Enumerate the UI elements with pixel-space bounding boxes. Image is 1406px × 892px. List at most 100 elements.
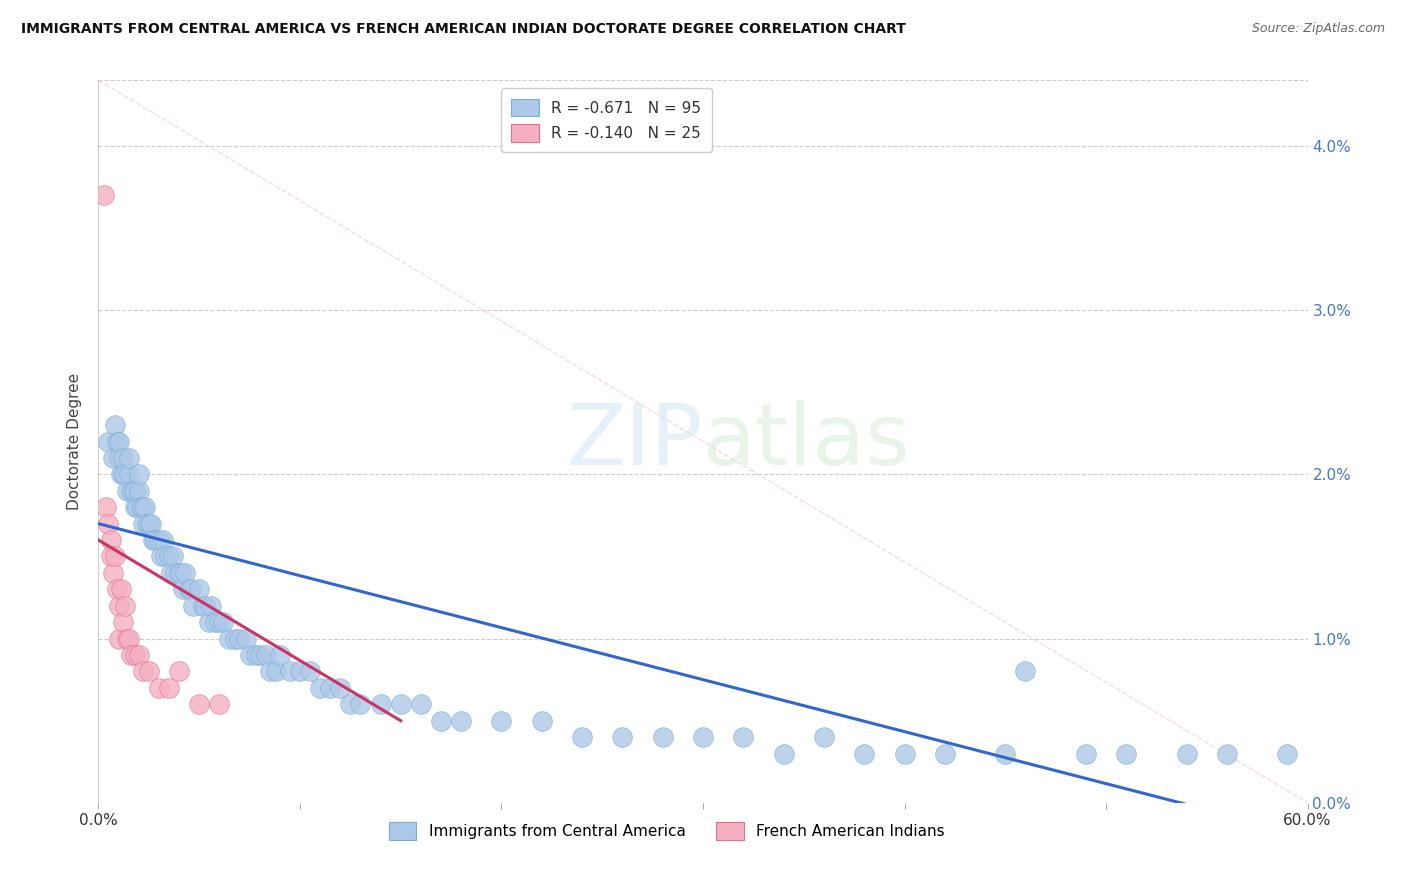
Point <box>491 714 513 728</box>
Point <box>162 549 184 564</box>
Point <box>97 516 120 531</box>
Point <box>120 648 142 662</box>
Point <box>239 648 262 662</box>
Point <box>370 698 392 712</box>
Point <box>170 566 193 580</box>
Text: Source: ZipAtlas.com: Source: ZipAtlas.com <box>1251 22 1385 36</box>
Point <box>115 632 138 646</box>
Point <box>218 632 240 646</box>
Point <box>107 434 129 449</box>
Point <box>893 747 915 761</box>
Point <box>107 599 129 613</box>
Point <box>179 582 201 597</box>
Point <box>1277 747 1299 761</box>
Point <box>174 566 197 580</box>
Point <box>733 730 755 744</box>
Point <box>264 665 287 679</box>
Point <box>530 714 553 728</box>
Point <box>143 533 166 547</box>
Point <box>450 714 472 728</box>
Point <box>148 533 170 547</box>
Point <box>934 747 956 761</box>
Point <box>97 434 120 449</box>
Point <box>249 648 271 662</box>
Point <box>1175 747 1198 761</box>
Point <box>118 632 141 646</box>
Point <box>139 516 162 531</box>
Point <box>1074 747 1097 761</box>
Point <box>93 188 115 202</box>
Point <box>132 500 155 515</box>
Point <box>235 632 257 646</box>
Point <box>110 582 132 597</box>
Point <box>121 483 143 498</box>
Point <box>111 615 134 630</box>
Point <box>212 615 235 630</box>
Point <box>389 698 412 712</box>
Point <box>118 450 141 465</box>
Point <box>160 566 183 580</box>
Text: atlas: atlas <box>703 400 911 483</box>
Point <box>571 730 593 744</box>
Point <box>167 566 190 580</box>
Point <box>138 665 160 679</box>
Point <box>772 747 794 761</box>
Point <box>172 582 194 597</box>
Point <box>129 500 152 515</box>
Point <box>138 516 160 531</box>
Point <box>269 648 291 662</box>
Point <box>1014 665 1036 679</box>
Point <box>157 681 180 695</box>
Point <box>228 632 250 646</box>
Point <box>181 599 204 613</box>
Point <box>118 467 141 482</box>
Point <box>124 500 146 515</box>
Point <box>1115 747 1137 761</box>
Point <box>208 615 231 630</box>
Point <box>198 615 221 630</box>
Point <box>163 566 186 580</box>
Point <box>111 467 134 482</box>
Point <box>115 483 138 498</box>
Point <box>288 665 311 679</box>
Point <box>309 681 332 695</box>
Point <box>194 599 217 613</box>
Point <box>124 648 146 662</box>
Point <box>149 549 172 564</box>
Point <box>101 450 124 465</box>
Point <box>114 599 136 613</box>
Point <box>135 516 157 531</box>
Point <box>188 698 211 712</box>
Point <box>188 582 211 597</box>
Legend: Immigrants from Central America, French American Indians: Immigrants from Central America, French … <box>382 816 950 846</box>
Point <box>167 665 190 679</box>
Point <box>349 698 371 712</box>
Point <box>224 632 246 646</box>
Point <box>100 533 122 547</box>
Point <box>105 582 128 597</box>
Point <box>132 516 155 531</box>
Point <box>339 698 361 712</box>
Point <box>103 418 125 433</box>
Point <box>100 549 122 564</box>
Point <box>278 665 301 679</box>
Point <box>1216 747 1239 761</box>
Point <box>110 467 132 482</box>
Point <box>180 582 202 597</box>
Point <box>128 648 150 662</box>
Point <box>148 681 170 695</box>
Point <box>254 648 277 662</box>
Point <box>200 599 222 613</box>
Point <box>692 730 714 744</box>
Point <box>96 500 118 515</box>
Point <box>409 698 432 712</box>
Point <box>853 747 876 761</box>
Point <box>105 434 128 449</box>
Point <box>193 599 215 613</box>
Point <box>107 632 129 646</box>
Point <box>103 549 125 564</box>
Text: ZIP: ZIP <box>567 400 703 483</box>
Point <box>107 450 129 465</box>
Point <box>299 665 322 679</box>
Point <box>245 648 267 662</box>
